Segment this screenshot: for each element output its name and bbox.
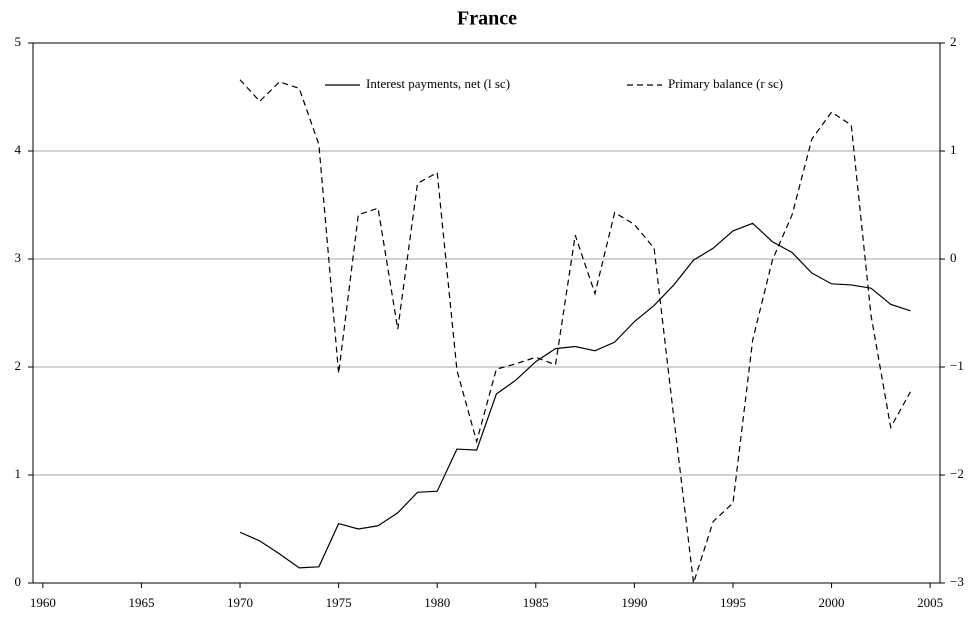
y-tick-label: 5: [15, 34, 22, 49]
x-tick-label: 1985: [523, 595, 549, 610]
y2-tick-label: 1: [950, 142, 957, 157]
chart-title: France: [457, 8, 517, 30]
plot-frame: [32, 42, 941, 584]
x-tick-label: 2005: [917, 595, 943, 610]
legend-label: Primary balance (r sc): [668, 76, 783, 91]
x-tick-label: 1970: [227, 595, 253, 610]
x-tick-label: 1980: [424, 595, 450, 610]
x-tick-label: 1990: [621, 595, 647, 610]
series-line: [239, 79, 911, 584]
x-tick-label: 2000: [819, 595, 845, 610]
y2-tick-label: −1: [950, 358, 964, 373]
x-tick-label: 1965: [128, 595, 154, 610]
y-tick-label: 1: [15, 466, 22, 481]
series-line: [239, 222, 911, 569]
x-tick-label: 1960: [30, 595, 56, 610]
y2-tick-label: −2: [950, 466, 964, 481]
x-tick-label: 1995: [720, 595, 746, 610]
y-tick-label: 4: [15, 142, 22, 157]
legend-label: Interest payments, net (l sc): [366, 76, 510, 91]
x-tick-label: 1975: [326, 595, 352, 610]
y2-tick-label: 2: [950, 34, 957, 49]
y-tick-label: 0: [15, 574, 22, 589]
y2-tick-label: 0: [950, 250, 957, 265]
y2-tick-label: −3: [950, 574, 964, 589]
y-tick-label: 2: [15, 358, 22, 373]
y-tick-label: 3: [15, 250, 22, 265]
